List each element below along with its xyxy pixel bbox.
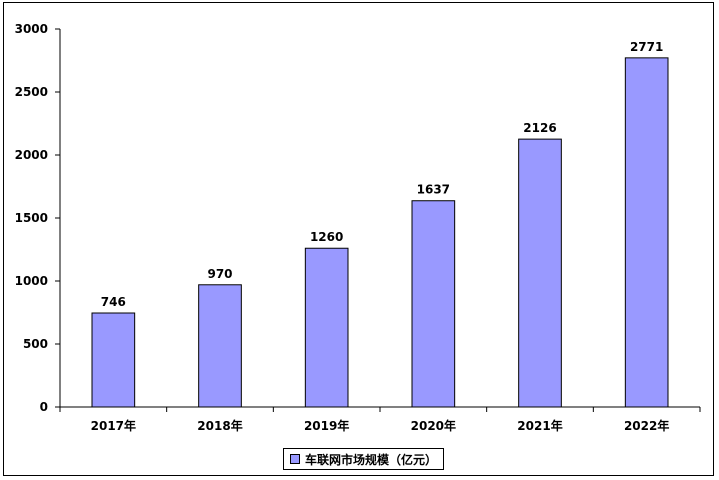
bars (91, 57, 669, 408)
data-label: 1260 (310, 230, 343, 244)
y-tick-label: 3000 (15, 22, 48, 36)
bar (624, 57, 669, 408)
data-label: 1637 (417, 183, 450, 197)
x-tick-label: 2022年 (624, 418, 669, 433)
data-label: 2771 (630, 40, 663, 54)
bar (91, 312, 136, 408)
y-axis: 0 500 1000 1500 2000 2500 3000 (15, 22, 61, 414)
y-tick-label: 1000 (15, 274, 48, 288)
legend-label: 车联网市场规模（亿元） (305, 452, 438, 467)
bar (198, 284, 242, 408)
x-tick-label: 2020年 (411, 418, 456, 433)
bar (304, 247, 349, 408)
x-tick-label: 2019年 (304, 418, 349, 433)
bar (411, 200, 456, 408)
y-tick-label: 0 (40, 400, 48, 414)
y-tick-label: 2500 (15, 85, 48, 99)
data-label: 970 (207, 267, 232, 281)
x-tick-label: 2018年 (197, 418, 242, 433)
y-tick-label: 500 (23, 337, 48, 351)
data-labels: 746 970 1260 1637 2126 2771 (101, 40, 664, 309)
data-label: 746 (101, 295, 126, 309)
x-tick-label: 2021年 (517, 418, 562, 433)
legend-swatch (290, 454, 300, 464)
legend: 车联网市场规模（亿元） (283, 448, 445, 470)
data-label: 2126 (523, 121, 556, 135)
x-tick-label: 2017年 (91, 418, 136, 433)
y-tick-label: 1500 (15, 211, 48, 225)
bar (518, 138, 562, 408)
x-axis: 2017年 2018年 2019年 2020年 2021年 2022年 (59, 406, 701, 433)
y-tick-label: 2000 (15, 148, 48, 162)
